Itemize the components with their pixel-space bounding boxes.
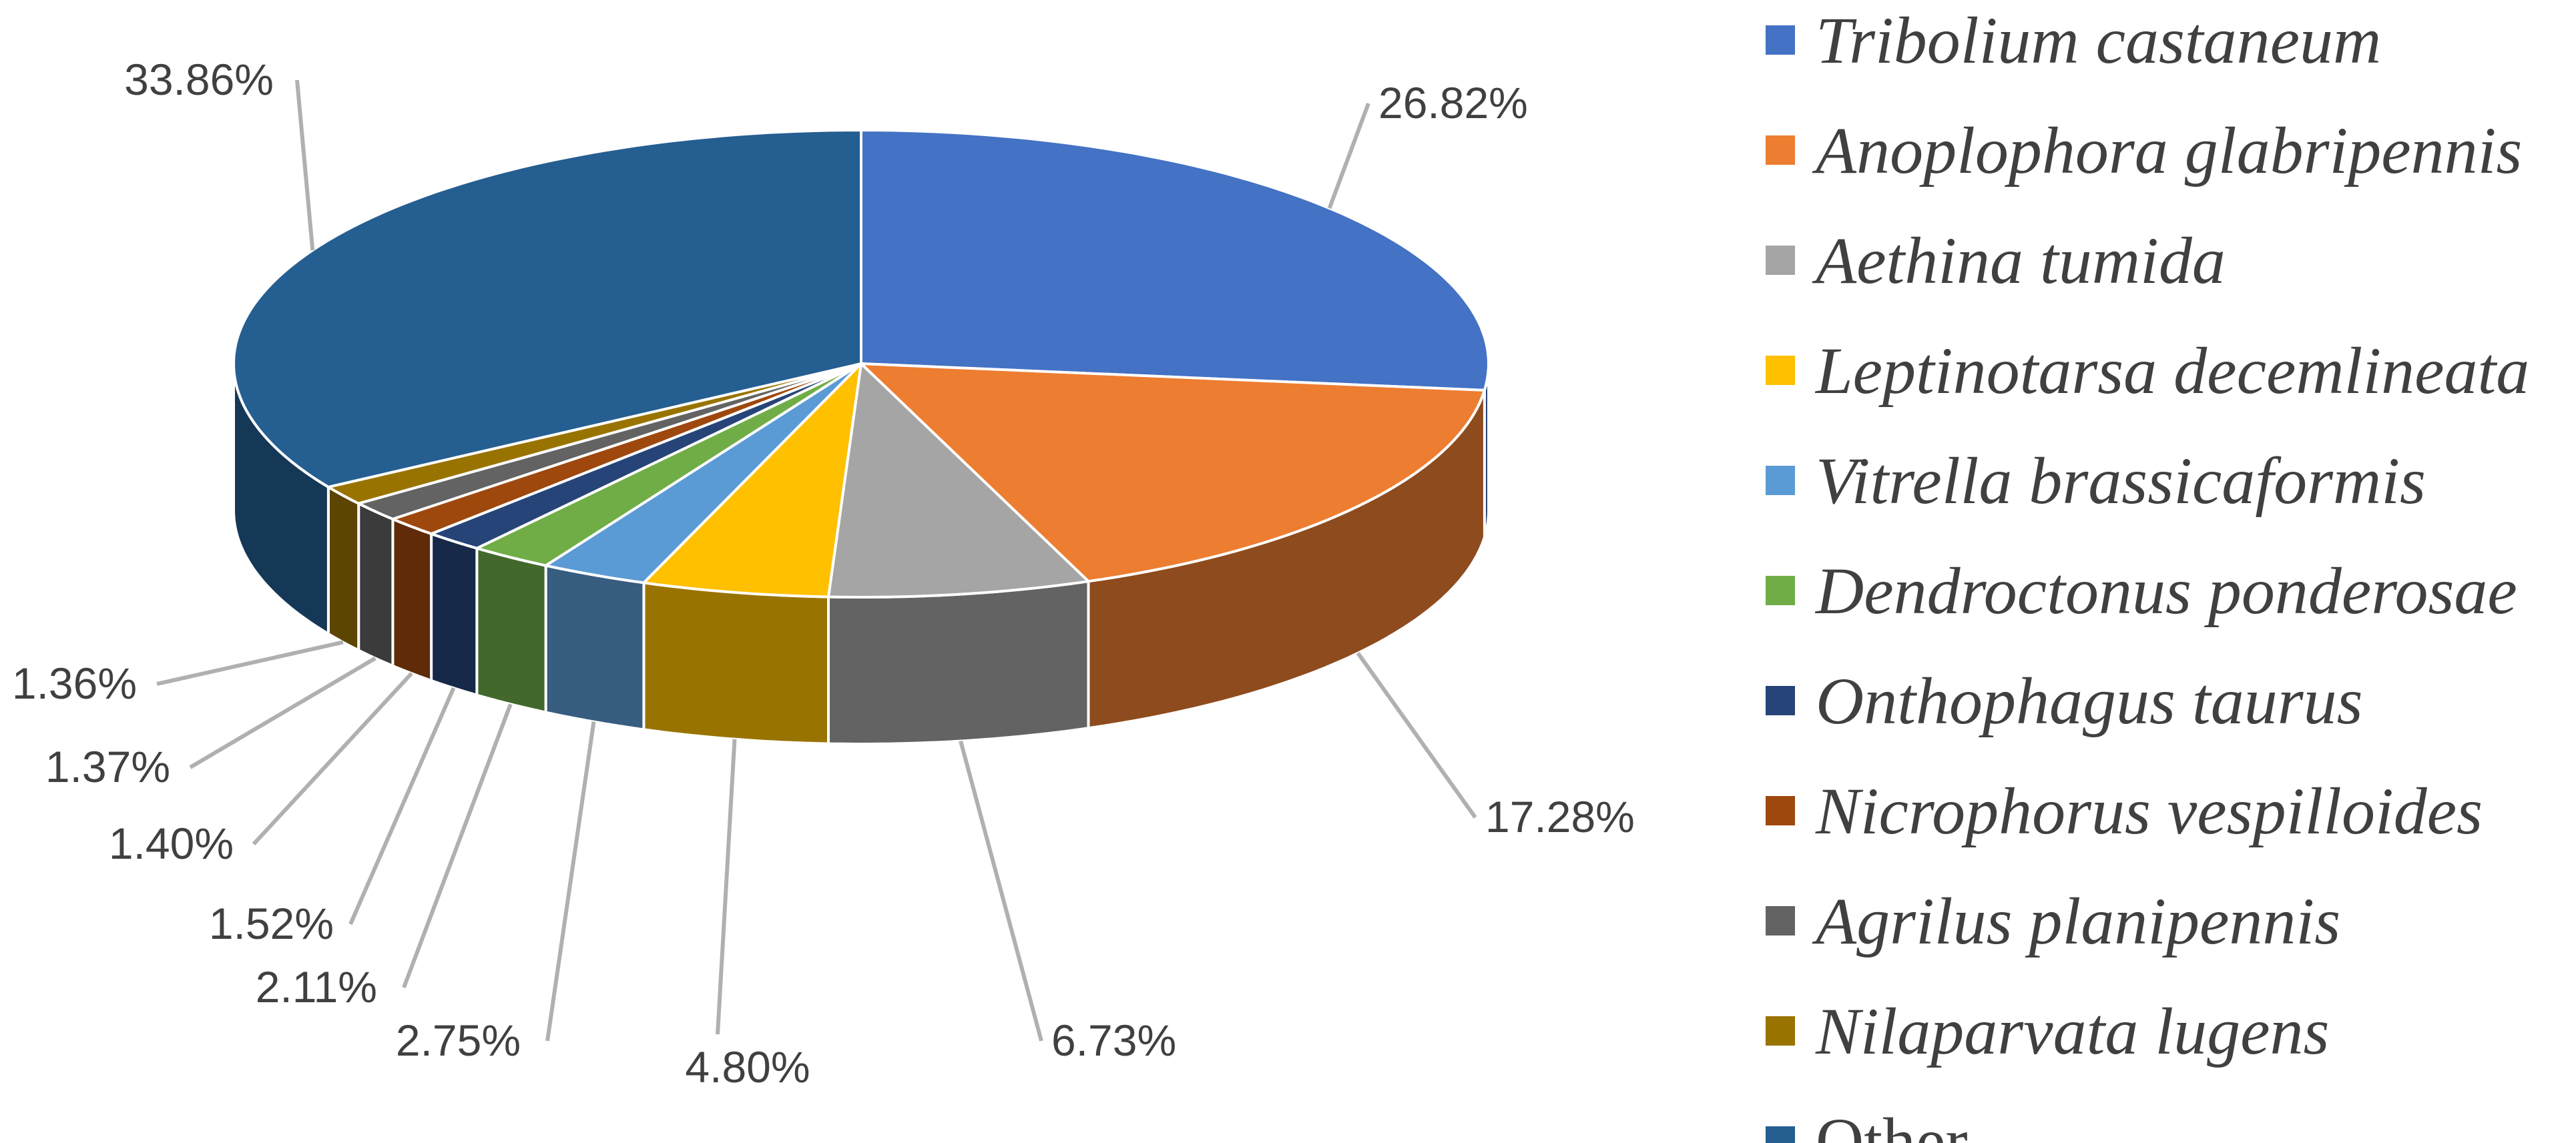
pie-slice-tribolium-castaneum — [860, 129, 1490, 392]
legend-swatch-aethina-tumida — [1766, 246, 1795, 275]
pie-slice-nilaparvata-lugens — [326, 362, 862, 505]
pie-slice-leptinotarsa-decemlineata — [642, 362, 862, 599]
legend-label-aethina-tumida: Aethina tumida — [1812, 224, 2226, 298]
data-label-leptinotarsa-decemlineata: 4.80% — [685, 1042, 810, 1092]
leader-line-leptinotarsa-decemlineata — [716, 739, 737, 1035]
leader-line-tribolium-castaneum — [1327, 102, 1370, 210]
legend-swatch-other — [1766, 1126, 1795, 1143]
legend-label-onthophagus-taurus: Onthophagus taurus — [1816, 664, 2363, 738]
data-label-dendroctonus-ponderosae: 2.11% — [256, 962, 377, 1012]
leader-line-nicrophorus-vespilloides — [252, 672, 413, 846]
legend-label-tribolium-castaneum: Tribolium castaneum — [1816, 3, 2381, 77]
legend-swatch-nicrophorus-vespilloides — [1766, 796, 1795, 825]
pie-side-onthophagus-taurus — [430, 532, 479, 697]
pie-slice-dendroctonus-ponderosae — [475, 362, 862, 567]
legend-label-anoplophora-glabripennis: Anoplophora glabripennis — [1812, 113, 2522, 187]
pie-side-leptinotarsa-decemlineata — [642, 581, 830, 745]
pie-slice-aethina-tumida — [827, 362, 1090, 599]
data-label-onthophagus-taurus: 1.52% — [209, 899, 334, 948]
leader-line-other — [295, 79, 315, 251]
leader-lines — [156, 79, 1477, 1042]
legend-label-dendroctonus-ponderosae: Dendroctonus ponderosae — [1814, 554, 2517, 628]
legend-swatch-agrilus-planipennis — [1766, 906, 1795, 935]
leader-line-onthophagus-taurus — [348, 687, 456, 925]
pie-slice-agrilus-planipennis — [357, 362, 862, 520]
pie-slice-vitrella-brassicaformis — [544, 362, 862, 585]
data-label-nicrophorus-vespilloides: 1.40% — [109, 819, 234, 868]
leader-line-vitrella-brassicaformis — [545, 721, 596, 1042]
legend: Tribolium castaneum Anoplophora glabripen… — [1766, 3, 2529, 1143]
leader-line-anoplophora-glabripennis — [1356, 652, 1477, 819]
data-label-aethina-tumida: 6.73% — [1051, 1016, 1176, 1065]
pie-tops — [232, 129, 1490, 599]
data-label-nilaparvata-lugens: 1.36% — [12, 659, 137, 708]
legend-swatch-tribolium-castaneum — [1766, 25, 1795, 55]
legend-swatch-vitrella-brassicaformis — [1766, 466, 1795, 495]
pie-side-dendroctonus-ponderosae — [475, 546, 547, 714]
legend-swatch-anoplophora-glabripennis — [1766, 135, 1795, 165]
pie-side-aethina-tumida — [827, 580, 1090, 745]
data-label-anoplophora-glabripennis: 17.28% — [1485, 792, 1635, 841]
legend-label-nilaparvata-lugens: Nilaparvata lugens — [1815, 994, 2329, 1068]
pie-side-nicrophorus-vespilloides — [391, 517, 433, 682]
pie-side-nilaparvata-lugens — [326, 485, 360, 652]
leader-line-agrilus-planipennis — [189, 656, 376, 769]
pie-sides — [232, 362, 1490, 745]
legend-swatch-onthophagus-taurus — [1766, 686, 1795, 715]
pie-slice-onthophagus-taurus — [430, 362, 862, 550]
data-label-vitrella-brassicaformis: 2.75% — [396, 1016, 521, 1065]
legend-swatch-dendroctonus-ponderosae — [1766, 576, 1795, 605]
data-labels: 26.82% 17.28% 6.73% 4.80% 2.75% 2.11% 1.52% 1.4… — [12, 55, 1635, 1092]
legend-label-leptinotarsa-decemlineata: Leptinotarsa decemlineata — [1814, 334, 2529, 408]
pie-slice-nicrophorus-vespilloides — [391, 362, 862, 535]
data-label-tribolium-castaneum: 26.82% — [1378, 78, 1528, 127]
legend-swatch-nilaparvata-lugens — [1766, 1016, 1795, 1046]
legend-label-vitrella-brassicaformis: Vitrella brassicaformis — [1816, 444, 2426, 518]
legend-label-other: Other — [1816, 1104, 1968, 1143]
leader-line-dendroctonus-ponderosae — [402, 703, 513, 989]
legend-swatch-leptinotarsa-decemlineata — [1766, 356, 1795, 385]
pie-slice-anoplophora-glabripennis — [860, 362, 1486, 583]
pie-side-agrilus-planipennis — [357, 502, 395, 667]
leader-line-aethina-tumida — [959, 740, 1043, 1042]
leader-line-nilaparvata-lugens — [156, 640, 344, 686]
legend-label-nicrophorus-vespilloides: Nicrophorus vespilloides — [1815, 774, 2483, 848]
data-label-agrilus-planipennis: 1.37% — [45, 742, 170, 791]
data-label-other: 33.86% — [124, 55, 274, 104]
pie-side-vitrella-brassicaformis — [544, 564, 646, 731]
legend-label-agrilus-planipennis: Agrilus planipennis — [1812, 884, 2340, 958]
